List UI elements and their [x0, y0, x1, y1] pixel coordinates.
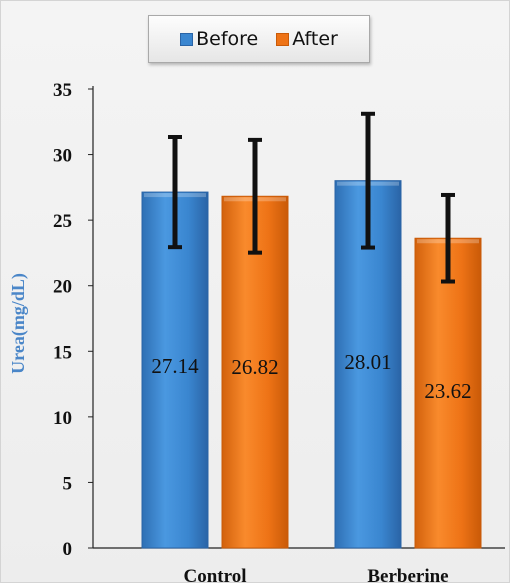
y-tick-label: 5 [63, 473, 73, 494]
y-axis-title: Urea(mg/dL) [8, 273, 29, 374]
category-label-berberine: Berberine [367, 566, 448, 583]
legend-label-before: Before [196, 28, 259, 50]
bar-after-berberine [414, 237, 482, 549]
legend-item-after: After [276, 28, 338, 50]
y-tick-label: 15 [53, 342, 72, 363]
y-tick-label: 35 [53, 80, 72, 101]
data-label: 26.82 [231, 355, 278, 379]
legend: Before After [148, 15, 370, 63]
y-tick-label: 30 [53, 146, 72, 167]
legend-swatch-after [276, 32, 290, 46]
category-label-control: Control [184, 566, 247, 583]
bar-before-control [141, 191, 209, 549]
y-tick-label: 25 [53, 211, 72, 232]
data-label: 28.01 [344, 350, 391, 374]
y-tick-label: 10 [53, 408, 72, 429]
legend-swatch-before [180, 32, 194, 46]
data-label: 27.14 [151, 354, 199, 378]
y-tick-label: 0 [63, 539, 73, 560]
y-tick-label: 20 [53, 277, 72, 298]
legend-label-after: After [292, 28, 338, 50]
data-label: 23.62 [424, 379, 471, 403]
legend-item-before: Before [180, 28, 258, 50]
